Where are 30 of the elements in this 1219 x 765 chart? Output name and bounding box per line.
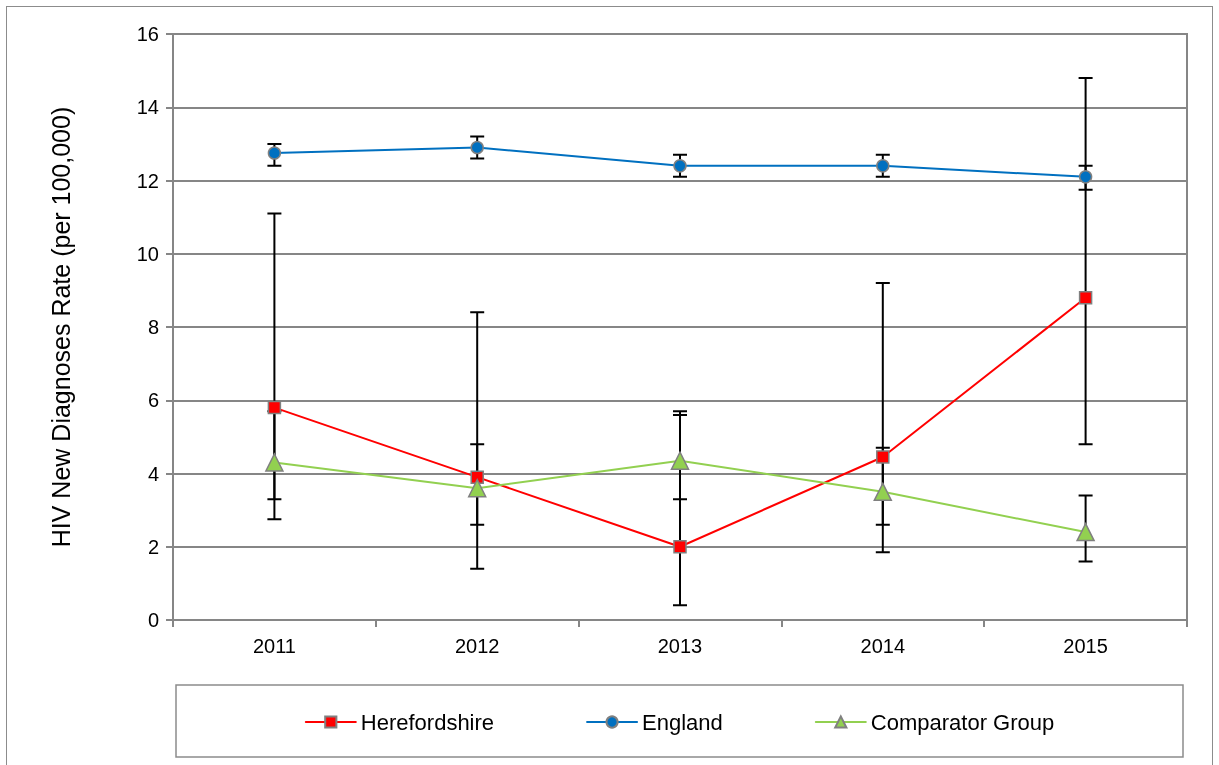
legend-label: Herefordshire: [360, 709, 495, 735]
y-tick-label: 14: [136, 96, 159, 119]
point: [1078, 170, 1093, 184]
point: [876, 450, 890, 464]
legend-label: England: [642, 709, 723, 735]
y-axis-title: HIV New Diagnoses Rate (per 100,000): [46, 106, 75, 548]
y-tick-label: 2: [147, 535, 159, 558]
point: [265, 453, 284, 472]
point: [267, 146, 282, 160]
point: [1076, 522, 1095, 542]
point: [673, 540, 687, 554]
x-tick-label: 2012: [454, 635, 500, 657]
x-tick-label: 2014: [860, 635, 906, 657]
y-tick-label: 8: [147, 316, 159, 338]
y-tick-label: 12: [136, 169, 159, 192]
point: [467, 478, 487, 498]
point: [873, 482, 893, 502]
point: [670, 451, 690, 470]
x-tick-label: 2013: [657, 635, 703, 657]
point: [267, 400, 282, 415]
point: [470, 470, 484, 484]
y-tick-label: 0: [147, 609, 159, 631]
y-tick-label: 6: [147, 389, 159, 412]
y-tick-label: 4: [147, 462, 159, 485]
x-tick-label: 2015: [1063, 635, 1108, 657]
y-tick-label: 16: [136, 23, 159, 45]
y-tick-label: 10: [136, 242, 159, 265]
legend-label: Comparator Group: [870, 709, 1055, 735]
x-tick-label: 2011: [252, 635, 296, 657]
point: [1078, 290, 1093, 305]
